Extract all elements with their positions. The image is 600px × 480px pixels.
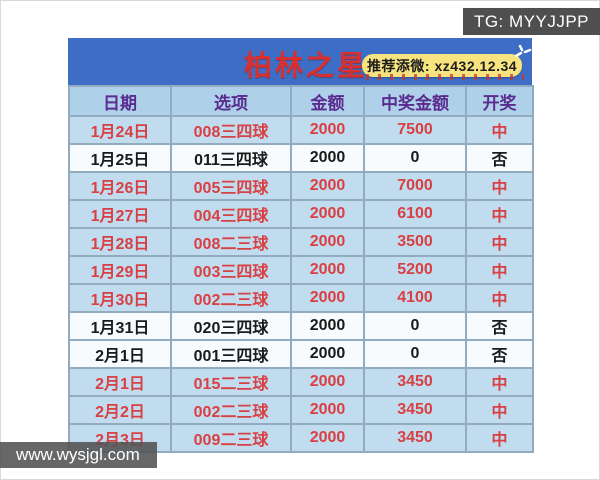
cell-date: 1月25日 [68,143,172,173]
cell-prize: 3450 [363,395,467,425]
header-result: 开奖 [465,85,534,117]
telegram-contact-badge[interactable]: TG: MYYJJPP [463,8,600,35]
cell-amount: 2000 [290,199,365,229]
cell-date: 1月26日 [68,171,172,201]
cell-amount: 2000 [290,227,365,257]
cell-result: 否 [465,311,534,341]
cell-option: 005三四球 [170,171,292,201]
table-row: 2月1日 001三四球 2000 0 否 [68,339,534,369]
cell-option: 002二三球 [170,395,292,425]
cell-amount: 2000 [290,115,365,145]
banner: 柏林之星 推荐添微: xz432.12.34 [68,38,532,85]
page-title: 柏林之星 [244,50,369,81]
cell-amount: 2000 [290,283,365,313]
cell-date: 1月27日 [68,199,172,229]
cell-date: 2月2日 [68,395,172,425]
cell-prize: 7500 [363,115,467,145]
table-row: 1月29日 003三四球 2000 5200 中 [68,255,534,285]
cell-amount: 2000 [290,311,365,341]
cell-option: 011三四球 [170,143,292,173]
cell-result: 中 [465,283,534,313]
header-row: 日期 选项 金额 中奖金额 开奖 [68,85,534,117]
results-table: 日期 选项 金额 中奖金额 开奖 1月24日 008三四球 2000 7500 中 1月2… [68,85,534,453]
cell-result: 中 [465,423,534,453]
table-row: 1月24日 008三四球 2000 7500 中 [68,115,534,145]
results-table-body: 1月24日 008三四球 2000 7500 中 1月25日 011三四球 2000 0 否 1月2… [68,115,534,453]
cell-option: 008二三球 [170,227,292,257]
table-row: 1月27日 004三四球 2000 6100 中 [68,199,534,229]
cell-amount: 2000 [290,143,365,173]
cell-option: 002二三球 [170,283,292,313]
cell-result: 否 [465,339,534,369]
cell-amount: 2000 [290,395,365,425]
cell-amount: 2000 [290,423,365,453]
cell-option: 003三四球 [170,255,292,285]
cell-option: 009二三球 [170,423,292,453]
cell-prize: 0 [363,143,467,173]
cell-prize: 3450 [363,367,467,397]
cell-prize: 5200 [363,255,467,285]
cell-prize: 3450 [363,423,467,453]
cell-prize: 4100 [363,283,467,313]
header-option: 选项 [170,85,292,117]
cell-date: 1月30日 [68,283,172,313]
cell-result: 中 [465,395,534,425]
promo-contact-badge[interactable]: 推荐添微: xz432.12.34 [362,54,522,77]
cell-result: 否 [465,143,534,173]
cell-date: 1月31日 [68,311,172,341]
cell-amount: 2000 [290,255,365,285]
cell-result: 中 [465,367,534,397]
cell-option: 015二三球 [170,367,292,397]
cell-option: 001三四球 [170,339,292,369]
cell-date: 1月28日 [68,227,172,257]
cell-amount: 2000 [290,339,365,369]
cell-amount: 2000 [290,171,365,201]
website-watermark: www.wysjgl.com [0,442,157,468]
cell-prize: 3500 [363,227,467,257]
cell-date: 1月29日 [68,255,172,285]
results-sheet: 柏林之星 推荐添微: xz432.12.34 日期 选项 [68,38,534,453]
website-watermark-label: www.wysjgl.com [16,445,140,464]
cell-prize: 7000 [363,171,467,201]
table-row: 1月28日 008二三球 2000 3500 中 [68,227,534,257]
table-row: 1月26日 005三四球 2000 7000 中 [68,171,534,201]
telegram-contact-label: TG: MYYJJPP [473,11,590,31]
header-prize: 中奖金额 [363,85,467,117]
table-row: 2月1日 015二三球 2000 3450 中 [68,367,534,397]
cell-result: 中 [465,115,534,145]
table-row: 1月25日 011三四球 2000 0 否 [68,143,534,173]
cell-prize: 0 [363,311,467,341]
cell-prize: 6100 [363,199,467,229]
cell-option: 008三四球 [170,115,292,145]
cell-result: 中 [465,199,534,229]
promo-contact-label: 推荐添微: xz432.12.34 [366,57,518,74]
header-amount: 金额 [290,85,365,117]
red-marks-decoration [366,74,524,80]
header-date: 日期 [68,85,172,117]
cell-option: 004三四球 [170,199,292,229]
cell-result: 中 [465,227,534,257]
cell-option: 020三四球 [170,311,292,341]
sparkle-burst-icon [514,44,532,58]
cell-date: 1月24日 [68,115,172,145]
cell-date: 2月1日 [68,339,172,369]
table-row: 2月2日 002二三球 2000 3450 中 [68,395,534,425]
table-row: 1月30日 002二三球 2000 4100 中 [68,283,534,313]
cell-amount: 2000 [290,367,365,397]
cell-date: 2月1日 [68,367,172,397]
cell-prize: 0 [363,339,467,369]
cell-result: 中 [465,255,534,285]
table-row: 1月31日 020三四球 2000 0 否 [68,311,534,341]
cell-result: 中 [465,171,534,201]
